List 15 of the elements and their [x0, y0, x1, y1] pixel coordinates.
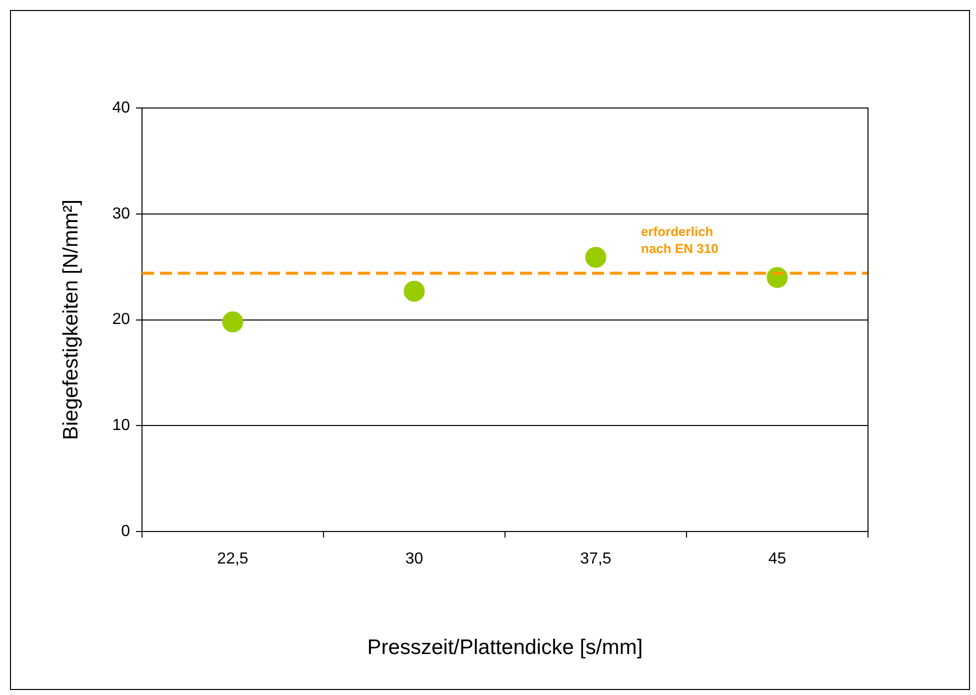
x-tick-label: 22,5 — [217, 550, 248, 568]
y-tick-label: 30 — [112, 205, 130, 222]
x-tick-label: 45 — [768, 550, 786, 568]
point — [585, 246, 606, 268]
y-axis-title: Biegefestigkeiten [N/mm²] — [59, 200, 82, 440]
x-axis-title: Presszeit/Plattendicke [s/mm] — [367, 636, 643, 660]
ref-line-label: erforderlich nach EN 310 — [641, 224, 718, 256]
x-tick-label: 37,5 — [580, 550, 612, 568]
point — [222, 311, 244, 332]
point — [404, 280, 425, 302]
y-tick-label: 0 — [121, 523, 130, 540]
x-tick-label: 30 — [405, 550, 424, 568]
y-tick-label: 40 — [112, 99, 130, 116]
y-tick-label: 20 — [112, 311, 130, 328]
y-tick-label: 10 — [112, 417, 130, 434]
